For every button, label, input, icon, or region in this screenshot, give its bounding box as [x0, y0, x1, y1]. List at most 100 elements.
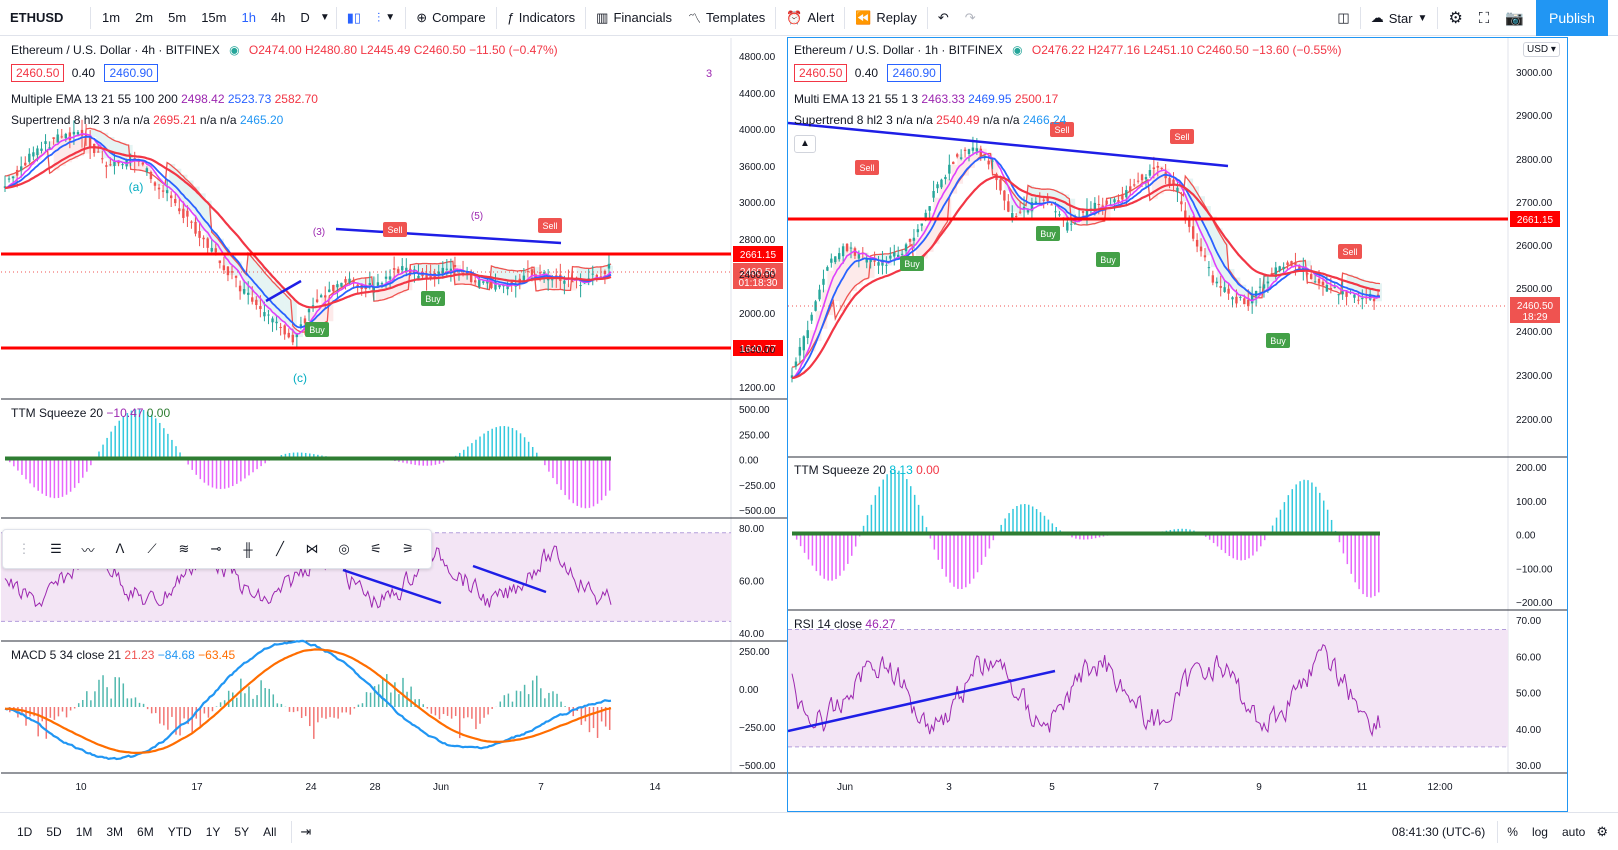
bar-style-button[interactable]: ▮▯ [339, 0, 369, 36]
templates-button[interactable]: 〽 Templates [680, 0, 773, 36]
right-bid-button[interactable]: 2460.50 [794, 64, 848, 82]
fib-icon[interactable]: ≋ [178, 541, 190, 556]
left-ask-button[interactable]: 2460.90 [104, 64, 158, 82]
left-st-c: 2695.21 [153, 113, 197, 127]
supertrend-fill [357, 279, 364, 285]
elliott-impulse-icon[interactable]: 〰 [81, 542, 95, 558]
squeeze-histogram-bar [1311, 482, 1313, 534]
supertrend-fill [1051, 189, 1058, 205]
supertrend-fill [381, 284, 389, 300]
interval-1m[interactable]: 1m [102, 10, 121, 25]
percent-toggle[interactable]: % [1507, 824, 1518, 839]
replay-button[interactable]: ⏪ Replay [847, 0, 925, 36]
interval-15m[interactable]: 15m [201, 10, 227, 25]
range-1d[interactable]: 1D [17, 824, 33, 839]
supertrend-fill [886, 253, 893, 266]
candle-body [963, 149, 967, 151]
squeeze-histogram-bar [1020, 504, 1022, 534]
elliott-correction-icon[interactable]: ᐱ [115, 541, 125, 556]
range-5d[interactable]: 5D [46, 824, 62, 839]
horizontal-lines-icon[interactable]: ☰ [50, 541, 62, 556]
time-axis-label: 11 [1357, 782, 1368, 793]
right-ask-button[interactable]: 2460.90 [887, 64, 941, 82]
range-5y[interactable]: 5Y [234, 824, 250, 839]
currency-button[interactable]: USD ▾ [1523, 42, 1560, 57]
settings-icon[interactable]: ⚙ [1596, 823, 1608, 839]
financials-button[interactable]: ▥ Financials [588, 0, 680, 36]
drag-handle-icon[interactable]: ⋮ [17, 541, 31, 556]
collapse-legend-button[interactable]: ▲ [794, 135, 816, 153]
auto-toggle[interactable]: auto [1561, 824, 1586, 839]
squeeze-histogram-bar [142, 409, 145, 459]
macd-histogram-bar [361, 703, 364, 707]
candle-body [153, 182, 157, 186]
squeeze-histogram-bar [102, 444, 104, 459]
publish-button[interactable]: Publish [1536, 0, 1608, 36]
candle-body [324, 295, 327, 298]
candle-body [60, 136, 63, 138]
compare-button[interactable]: ⊕ Compare [408, 0, 493, 36]
candle-body [563, 280, 566, 284]
candles-tool-icon[interactable]: ╫ [243, 541, 253, 557]
undo-button[interactable]: ↶ [930, 0, 957, 36]
indicators-button[interactable]: ƒ Indicators [499, 0, 584, 36]
right-chart-svg[interactable]: 2661.152460.5018:29SellSellSellSellBuyBu… [787, 38, 1567, 811]
more-tools-icon[interactable]: ⚞ [402, 541, 414, 556]
snapshot-button[interactable]: 📷 [1497, 0, 1532, 36]
interval-2m[interactable]: 2m [135, 10, 154, 25]
interval-d[interactable]: D [300, 10, 310, 25]
redo-button[interactable]: ↷ [957, 0, 984, 36]
candle-body [1290, 261, 1293, 266]
supertrend-fill [157, 178, 164, 186]
ema-slow-line [4, 145, 612, 309]
interval-1h[interactable]: 1h [241, 10, 256, 25]
range-1y[interactable]: 1Y [205, 824, 221, 839]
trend-line [342, 568, 442, 605]
interval-4h[interactable]: 4h [270, 10, 286, 25]
range-all[interactable]: All [263, 824, 277, 839]
interval-5m[interactable]: 5m [168, 10, 187, 25]
trend-line [335, 227, 562, 245]
range-6m[interactable]: 6M [137, 824, 154, 839]
squeeze-histogram-bar [138, 409, 141, 459]
plus-circle-icon: ⊕ [416, 9, 428, 25]
squeeze-histogram-bar [1012, 508, 1014, 534]
candle-body [845, 243, 849, 252]
symbol-search[interactable]: ETHUSD [0, 0, 88, 36]
pane-axis-label: 50.00 [1516, 689, 1541, 700]
squeeze-histogram-bar [886, 474, 888, 534]
line-tool-icon[interactable]: ╱ [276, 541, 284, 556]
goto-date-icon[interactable]: ⇥ [300, 823, 312, 839]
alert-button[interactable]: ⏰ Alert [778, 0, 842, 36]
right-chart-panel[interactable]: 2661.15 2460.50 18:29 Sell Sell Sell Sell Buy Bu… [787, 37, 1568, 812]
supertrend-fill [921, 225, 928, 259]
macd-histogram-bar [256, 695, 258, 707]
pane-axis-label: 40.00 [1516, 725, 1541, 736]
ray-icon[interactable]: ⊸ [210, 541, 222, 556]
fullscreen-button[interactable]: ⛶ [1471, 0, 1498, 36]
chevron-down-icon[interactable]: ▼ [319, 12, 330, 23]
trendline-icon[interactable]: ⟋ [147, 541, 157, 556]
chart-type-button[interactable]: ⫶ ▼ [369, 0, 403, 36]
squeeze-histogram-bar [426, 458, 429, 466]
star-button[interactable]: ☁ Star ▼ [1363, 0, 1436, 36]
fib-circle-icon[interactable]: ◎ [338, 541, 350, 556]
log-toggle[interactable]: log [1531, 824, 1548, 839]
macd-histogram-bar [353, 707, 356, 709]
candle-body [222, 265, 226, 271]
pane-axis-label: 0.00 [739, 456, 759, 467]
settings-button[interactable]: ⚙ [1440, 0, 1470, 36]
squeeze-histogram-bar [909, 486, 912, 534]
pattern-icon[interactable]: ⋈ [305, 541, 319, 556]
range-ytd[interactable]: YTD [167, 824, 192, 839]
range-3m[interactable]: 3M [106, 824, 124, 839]
layout-button[interactable]: ◫ [1329, 0, 1357, 36]
range-1m[interactable]: 1M [75, 824, 93, 839]
clock-time[interactable]: 08:41:30 (UTC-6) [1391, 824, 1486, 839]
supertrend-fill [850, 247, 857, 292]
macd-histogram-bar [264, 688, 266, 707]
left-bid-button[interactable]: 2460.50 [11, 64, 65, 82]
settings-lines-icon[interactable]: ⚟ [370, 541, 382, 556]
left-chart-panel[interactable]: 2661.15 1640.77 2460.50 01:18:30 Buy Buy Sell S… [0, 37, 787, 813]
